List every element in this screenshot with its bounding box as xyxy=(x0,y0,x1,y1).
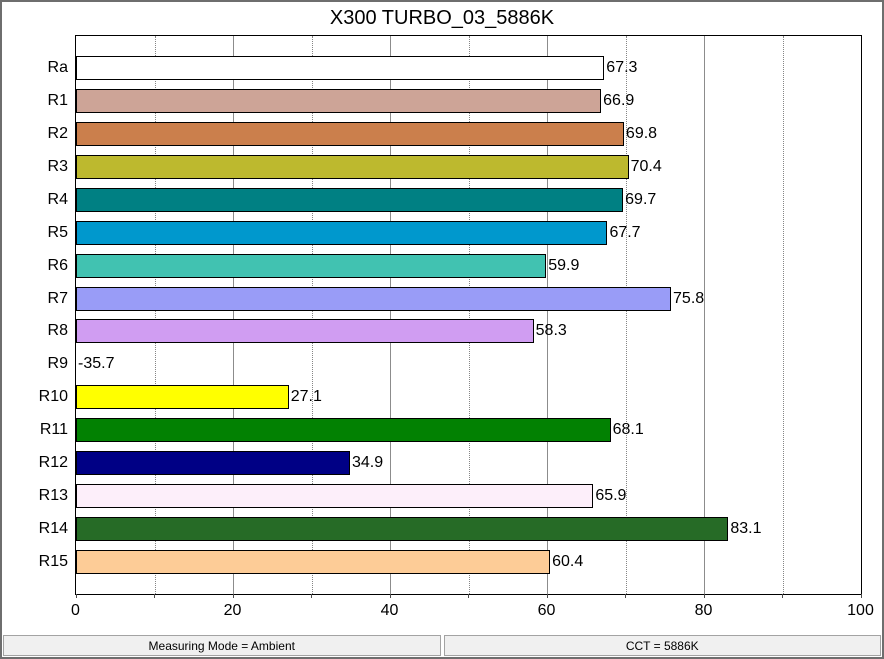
chart-row-r6: R6 59.9 xyxy=(48,249,861,282)
x-axis-label: 60 xyxy=(537,602,556,619)
x-axis-label: 0 xyxy=(71,602,80,619)
category-label: R3 xyxy=(47,158,68,176)
gridline xyxy=(468,36,470,594)
bar-r13 xyxy=(76,483,594,508)
bar-r7 xyxy=(76,286,672,311)
value-label: 67.7 xyxy=(609,223,641,241)
bar-r14 xyxy=(76,516,729,541)
chart-row-r14: R14 83.1 xyxy=(39,512,861,545)
chart-row-r11: R11 68.1 xyxy=(40,414,861,447)
value-label: 75.8 xyxy=(673,289,705,307)
chart-row-r8: R8 58.3 xyxy=(48,315,861,348)
gridline xyxy=(154,36,156,594)
category-label: R12 xyxy=(38,453,68,471)
category-label: R14 xyxy=(38,519,68,537)
category-label: R11 xyxy=(39,421,68,439)
bar-r10 xyxy=(76,385,289,410)
value-label: -35.7 xyxy=(78,355,115,373)
chart-row-r13: R13 65.9 xyxy=(39,479,861,512)
chart-row-r1: R1 66.9 xyxy=(48,85,861,118)
plot-area: Ra 67.3 R1 66.9 R2 69.8 R3 70.4 R4 69.7 R5 67.7 R6 59… xyxy=(39,35,862,595)
bar-r6 xyxy=(76,253,547,278)
bar-rows: Ra 67.3 R1 66.9 R2 69.8 R3 70.4 R4 69.7 R5 67.7 R6 59… xyxy=(39,36,861,594)
bar-r1 xyxy=(76,89,602,114)
status-measuring-mode: Measuring Mode = Ambient xyxy=(3,635,441,656)
chart-row-r10: R10 27.1 xyxy=(39,381,861,414)
value-label: 34.9 xyxy=(351,453,384,471)
status-bar: Measuring Mode = Ambient CCT = 5886K xyxy=(2,635,882,656)
value-label: 66.9 xyxy=(603,92,635,110)
x-axis-label: 80 xyxy=(694,602,713,619)
category-label: Ra xyxy=(47,59,68,77)
gridline xyxy=(782,36,784,594)
gridline xyxy=(390,36,391,594)
bar-r3 xyxy=(76,155,629,180)
chart-row-r15: R15 60.4 xyxy=(39,545,861,578)
category-label: R6 xyxy=(47,256,68,274)
chart-row-r7: R7 75.8 xyxy=(48,282,861,315)
gridline xyxy=(625,36,627,594)
x-axis-label: 20 xyxy=(223,602,242,619)
category-label: R5 xyxy=(47,223,68,241)
chart-row-ra: Ra 67.3 xyxy=(48,52,861,85)
value-label: 69.7 xyxy=(625,190,657,208)
value-label: 67.3 xyxy=(606,59,638,77)
value-label: 68.1 xyxy=(612,421,644,439)
category-label: R8 xyxy=(47,322,68,340)
chart-row-r12: R12 34.9 xyxy=(39,447,861,480)
category-label: R4 xyxy=(47,190,68,208)
value-label: 60.4 xyxy=(552,552,584,570)
bar-r4 xyxy=(76,187,624,212)
value-label: 59.9 xyxy=(548,256,580,274)
bar-r12 xyxy=(76,450,350,475)
value-label: 27.1 xyxy=(290,388,322,406)
value-label: 65.9 xyxy=(595,486,627,504)
gridline xyxy=(311,36,313,594)
chart-row-r3: R3 70.4 xyxy=(48,151,861,184)
chart-title: X300 TURBO_03_5886K xyxy=(329,7,555,29)
bar-r15 xyxy=(76,549,551,574)
category-label: R9 xyxy=(47,355,68,373)
x-axis-label: 40 xyxy=(380,602,399,619)
gridline xyxy=(547,36,548,594)
bar-r11 xyxy=(76,418,611,443)
chart-row-r4: R4 69.7 xyxy=(48,184,861,217)
value-label: 83.1 xyxy=(730,519,762,537)
value-label: 58.3 xyxy=(535,322,567,340)
gridline xyxy=(704,36,705,594)
category-label: R10 xyxy=(38,388,68,406)
category-label: R2 xyxy=(47,125,68,143)
gridline xyxy=(233,36,234,594)
bar-r2 xyxy=(76,122,624,147)
bar-r5 xyxy=(76,220,608,245)
value-label: 69.8 xyxy=(625,125,658,143)
status-cct: CCT = 5886K xyxy=(443,635,881,656)
x-axis-label: 100 xyxy=(847,602,874,619)
category-label: R1 xyxy=(47,92,68,110)
chart-row-r5: R5 67.7 xyxy=(48,216,861,249)
category-label: R15 xyxy=(38,552,68,570)
category-label: R13 xyxy=(38,486,68,504)
category-label: R7 xyxy=(47,289,68,307)
chart-row-r9: R9 -35.7 xyxy=(48,348,861,381)
chart-row-r2: R2 69.8 xyxy=(48,118,861,151)
value-label: 70.4 xyxy=(630,158,662,176)
bar-ra xyxy=(76,56,605,81)
bar-r8 xyxy=(76,319,534,344)
